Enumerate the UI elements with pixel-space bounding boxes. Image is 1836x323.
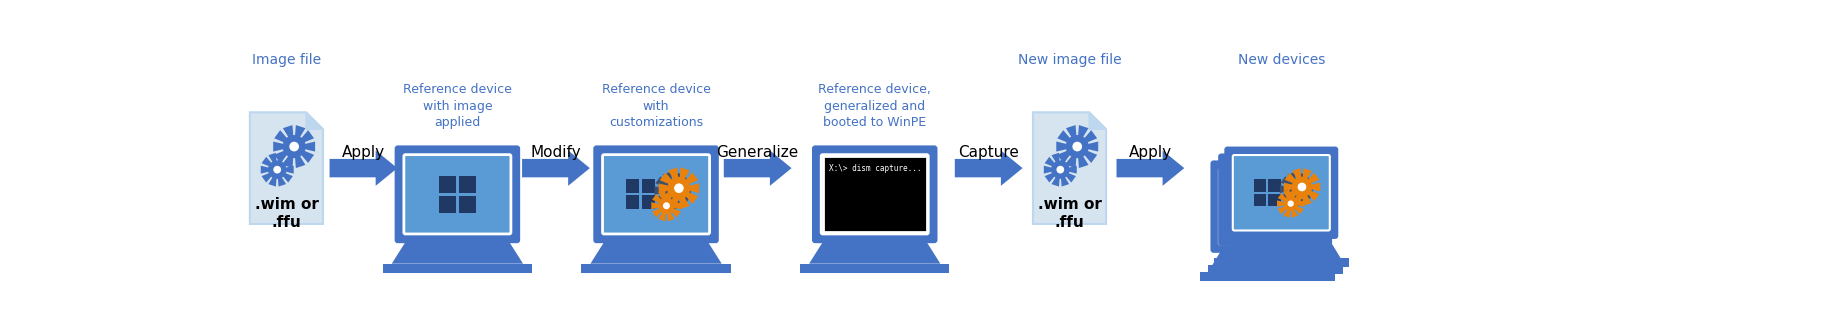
Circle shape xyxy=(1293,185,1300,193)
FancyBboxPatch shape xyxy=(593,145,720,243)
FancyBboxPatch shape xyxy=(1219,169,1316,245)
Circle shape xyxy=(674,183,683,193)
Polygon shape xyxy=(652,190,681,221)
Text: New image file: New image file xyxy=(1017,53,1122,67)
Polygon shape xyxy=(1208,250,1327,272)
Text: Reference device
with
customizations: Reference device with customizations xyxy=(602,83,711,130)
Polygon shape xyxy=(274,125,316,168)
Polygon shape xyxy=(391,240,523,264)
Polygon shape xyxy=(1056,125,1098,168)
Polygon shape xyxy=(1223,236,1340,258)
Polygon shape xyxy=(1283,168,1320,206)
Polygon shape xyxy=(261,153,294,187)
Text: Reference device,
generalized and
booted to WinPE: Reference device, generalized and booted… xyxy=(819,83,931,130)
Bar xyxy=(1214,258,1349,267)
Polygon shape xyxy=(1034,112,1105,224)
Polygon shape xyxy=(521,151,589,186)
FancyBboxPatch shape xyxy=(404,155,510,234)
Text: New devices: New devices xyxy=(1237,53,1326,67)
Polygon shape xyxy=(955,151,1023,186)
Polygon shape xyxy=(1045,153,1076,187)
FancyBboxPatch shape xyxy=(1225,147,1338,239)
FancyBboxPatch shape xyxy=(821,155,929,234)
Bar xyxy=(582,264,731,273)
FancyBboxPatch shape xyxy=(1232,155,1329,231)
Circle shape xyxy=(1072,142,1081,151)
Text: Generalize: Generalize xyxy=(716,145,799,160)
Polygon shape xyxy=(307,112,323,129)
FancyBboxPatch shape xyxy=(812,145,938,243)
Circle shape xyxy=(290,142,299,151)
Bar xyxy=(459,175,476,193)
Polygon shape xyxy=(330,151,397,186)
Bar xyxy=(1254,194,1267,206)
Bar xyxy=(823,156,927,233)
Polygon shape xyxy=(1215,243,1335,265)
Polygon shape xyxy=(1116,151,1184,186)
Circle shape xyxy=(663,202,670,209)
Polygon shape xyxy=(1280,172,1313,206)
Text: .wim or
.ffu: .wim or .ffu xyxy=(255,197,318,230)
Polygon shape xyxy=(1089,112,1105,129)
Bar xyxy=(439,196,455,213)
Bar xyxy=(1254,179,1267,192)
Bar xyxy=(641,195,655,209)
Bar xyxy=(626,180,639,193)
Bar xyxy=(800,264,949,273)
Text: Image file: Image file xyxy=(252,53,321,67)
Text: Modify: Modify xyxy=(531,145,582,160)
Text: X:\> dism capture...: X:\> dism capture... xyxy=(828,164,922,173)
Text: Capture: Capture xyxy=(958,145,1019,160)
Circle shape xyxy=(1298,182,1305,191)
Bar xyxy=(626,195,639,209)
Polygon shape xyxy=(591,240,722,264)
Circle shape xyxy=(1287,201,1294,207)
Polygon shape xyxy=(250,112,323,224)
Polygon shape xyxy=(810,240,940,264)
FancyBboxPatch shape xyxy=(602,155,709,234)
Circle shape xyxy=(1056,166,1065,173)
Polygon shape xyxy=(654,172,690,209)
Bar xyxy=(1269,179,1280,192)
Text: Apply: Apply xyxy=(1129,145,1171,160)
Polygon shape xyxy=(659,168,700,209)
FancyBboxPatch shape xyxy=(395,145,520,243)
Text: .wim or
.ffu: .wim or .ffu xyxy=(1037,197,1102,230)
Bar xyxy=(1269,194,1280,206)
Bar xyxy=(1208,265,1342,274)
Bar xyxy=(641,180,655,193)
Circle shape xyxy=(274,166,281,173)
Polygon shape xyxy=(723,151,791,186)
Bar xyxy=(1201,272,1335,281)
Text: Apply: Apply xyxy=(341,145,386,160)
Circle shape xyxy=(668,186,677,195)
Bar xyxy=(459,196,476,213)
Polygon shape xyxy=(1278,190,1304,218)
Text: Reference device
with image
applied: Reference device with image applied xyxy=(402,83,512,130)
FancyBboxPatch shape xyxy=(1226,162,1324,237)
Bar xyxy=(439,175,455,193)
Bar xyxy=(382,264,532,273)
FancyBboxPatch shape xyxy=(1217,153,1333,246)
FancyBboxPatch shape xyxy=(1210,161,1324,253)
